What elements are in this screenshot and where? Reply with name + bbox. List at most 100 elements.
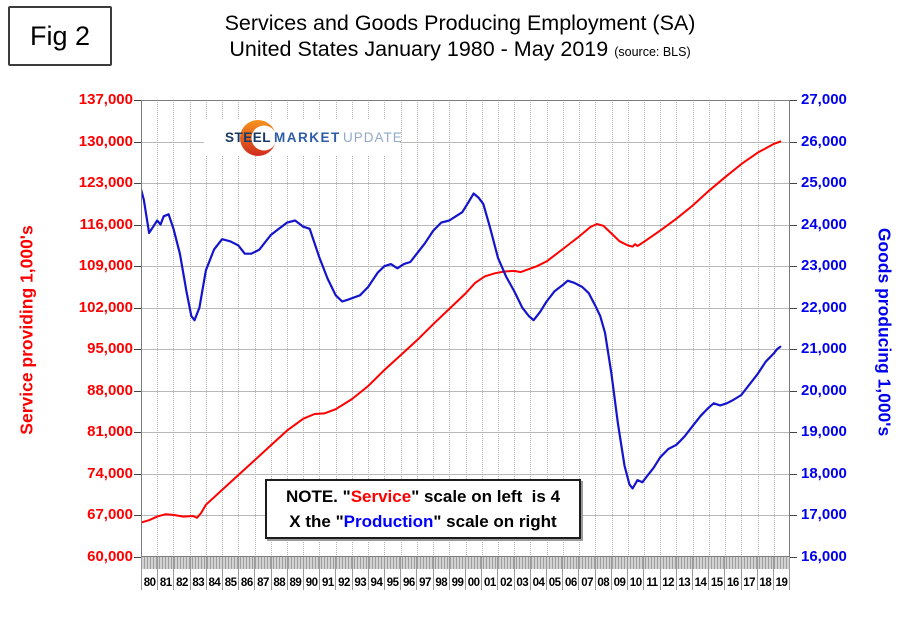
left-axis-tick-label: 81,000 (87, 423, 133, 441)
year-label: 92 (335, 557, 351, 590)
year-label: 98 (432, 557, 449, 590)
gridline-vertical (660, 100, 662, 557)
left-axis-tick (134, 473, 141, 475)
year-label: 94 (367, 557, 384, 590)
year-label: 16 (724, 557, 740, 590)
gridline-vertical (708, 100, 710, 557)
year-label: 91 (319, 557, 335, 590)
gridline-vertical (189, 100, 191, 557)
left-axis-tick (134, 224, 141, 226)
note-line-1: NOTE. "Service" scale on left is 4 (286, 484, 560, 509)
right-axis-tick-label: 22,000 (801, 298, 847, 316)
gridline-vertical (335, 100, 337, 557)
year-label: 13 (675, 557, 692, 590)
right-axis-tick (790, 390, 797, 392)
left-axis-tick-label: 60,000 (87, 548, 133, 565)
note-line-2: X the "Production" scale on right (289, 509, 556, 534)
year-label: 10 (627, 557, 643, 590)
year-label: 07 (578, 557, 594, 590)
chart-subtitle-text: United States January 1980 - May 2019 (229, 37, 609, 61)
x-axis-year-labels: 80 81 82 83 84 85 86 87 88 89 90 91 92 93 94 95 96 97 98 99… (141, 557, 790, 590)
crescent-icon (240, 120, 277, 156)
logo-word-market: MARKET (274, 130, 341, 145)
left-axis-tick (134, 349, 141, 351)
gridline-vertical (676, 100, 678, 557)
year-label: 08 (594, 557, 611, 590)
gridline-vertical (741, 100, 743, 557)
figure-label: Fig 2 (29, 20, 91, 51)
note-text-segment: Production (343, 512, 434, 531)
left-axis-tick-label: 116,000 (79, 215, 133, 233)
year-label: 86 (238, 557, 254, 590)
right-axis-tick-label: 24,000 (801, 215, 847, 233)
smu-logo: STEEL MARKET UPDATE (204, 120, 403, 156)
right-axis-tick (790, 473, 797, 475)
gridline-vertical (611, 100, 613, 557)
left-axis-tick-label: 74,000 (87, 464, 133, 482)
chart-title: Services and Goods Producing Employment … (224, 11, 696, 35)
gridline-vertical (530, 100, 532, 557)
left-axis-tick (134, 307, 141, 309)
logo-word-update: UPDATE (343, 130, 403, 145)
gridline-vertical (368, 100, 370, 557)
right-axis-tick (790, 183, 797, 185)
goods-producing-line (141, 188, 782, 490)
year-label: 93 (351, 557, 368, 590)
gridline-vertical (270, 100, 272, 557)
year-label: 80 (141, 557, 157, 590)
left-axis-tick (134, 515, 141, 517)
year-label: 96 (400, 557, 416, 590)
note-text-segment: " scale on left is 4 (411, 487, 561, 506)
year-label: 15 (708, 557, 724, 590)
gridline-vertical (692, 100, 694, 557)
year-label: 01 (481, 557, 497, 590)
right-axis-tick-label: 27,000 (801, 91, 847, 108)
plot-area: STEEL MARKET UPDATE NOTE. "Service" scal… (141, 100, 790, 557)
left-axis-tick (134, 183, 141, 185)
left-axis-tick-label: 109,000 (78, 257, 133, 275)
gridline-vertical (449, 100, 451, 557)
right-axis-tick-label: 18,000 (801, 464, 847, 482)
year-label: 81 (157, 557, 173, 590)
year-label: 89 (286, 557, 303, 590)
right-axis-tick-label: 16,000 (801, 548, 847, 565)
gridline-vertical (238, 100, 240, 557)
service-providing-line (141, 140, 782, 524)
year-label: 03 (513, 557, 530, 590)
year-label: 97 (416, 557, 432, 590)
year-label: 19 (772, 557, 789, 590)
logo-word-steel: STEEL (225, 130, 272, 145)
year-label: 85 (222, 557, 238, 590)
year-label: 05 (546, 557, 562, 590)
year-label: 14 (691, 557, 708, 590)
left-axis-tick-label: 88,000 (87, 381, 133, 399)
data-lines (141, 140, 782, 524)
right-axis-tick-label: 26,000 (801, 132, 847, 150)
year-label: 95 (384, 557, 400, 590)
gridline-vertical (643, 100, 645, 557)
note-text-segment: " scale on right (433, 512, 557, 531)
gridline-vertical (400, 100, 402, 557)
gridline-vertical (595, 100, 597, 557)
right-axis-tick (790, 307, 797, 309)
right-axis-tick-label: 19,000 (801, 423, 847, 441)
gridline-vertical (287, 100, 289, 557)
left-axis-tick (134, 432, 141, 434)
gridline-vertical (497, 100, 499, 557)
note-text-segment: NOTE. " (285, 487, 351, 506)
left-axis-tick (134, 266, 141, 268)
figure-label-box: Fig 2 (8, 6, 112, 66)
source-note: (source: BLS) (614, 45, 691, 59)
gridline-vertical (416, 100, 418, 557)
gridline-vertical (546, 100, 548, 557)
right-axis-tick (790, 349, 797, 351)
gridline-vertical (173, 100, 175, 557)
year-label: 02 (497, 557, 513, 590)
gridline-vertical (384, 100, 386, 557)
right-axis-tick-label: 20,000 (801, 381, 847, 399)
right-axis-tick-label: 17,000 (801, 506, 847, 524)
gridline-vertical (254, 100, 256, 557)
year-label: 87 (254, 557, 270, 590)
year-label: 99 (448, 557, 465, 590)
